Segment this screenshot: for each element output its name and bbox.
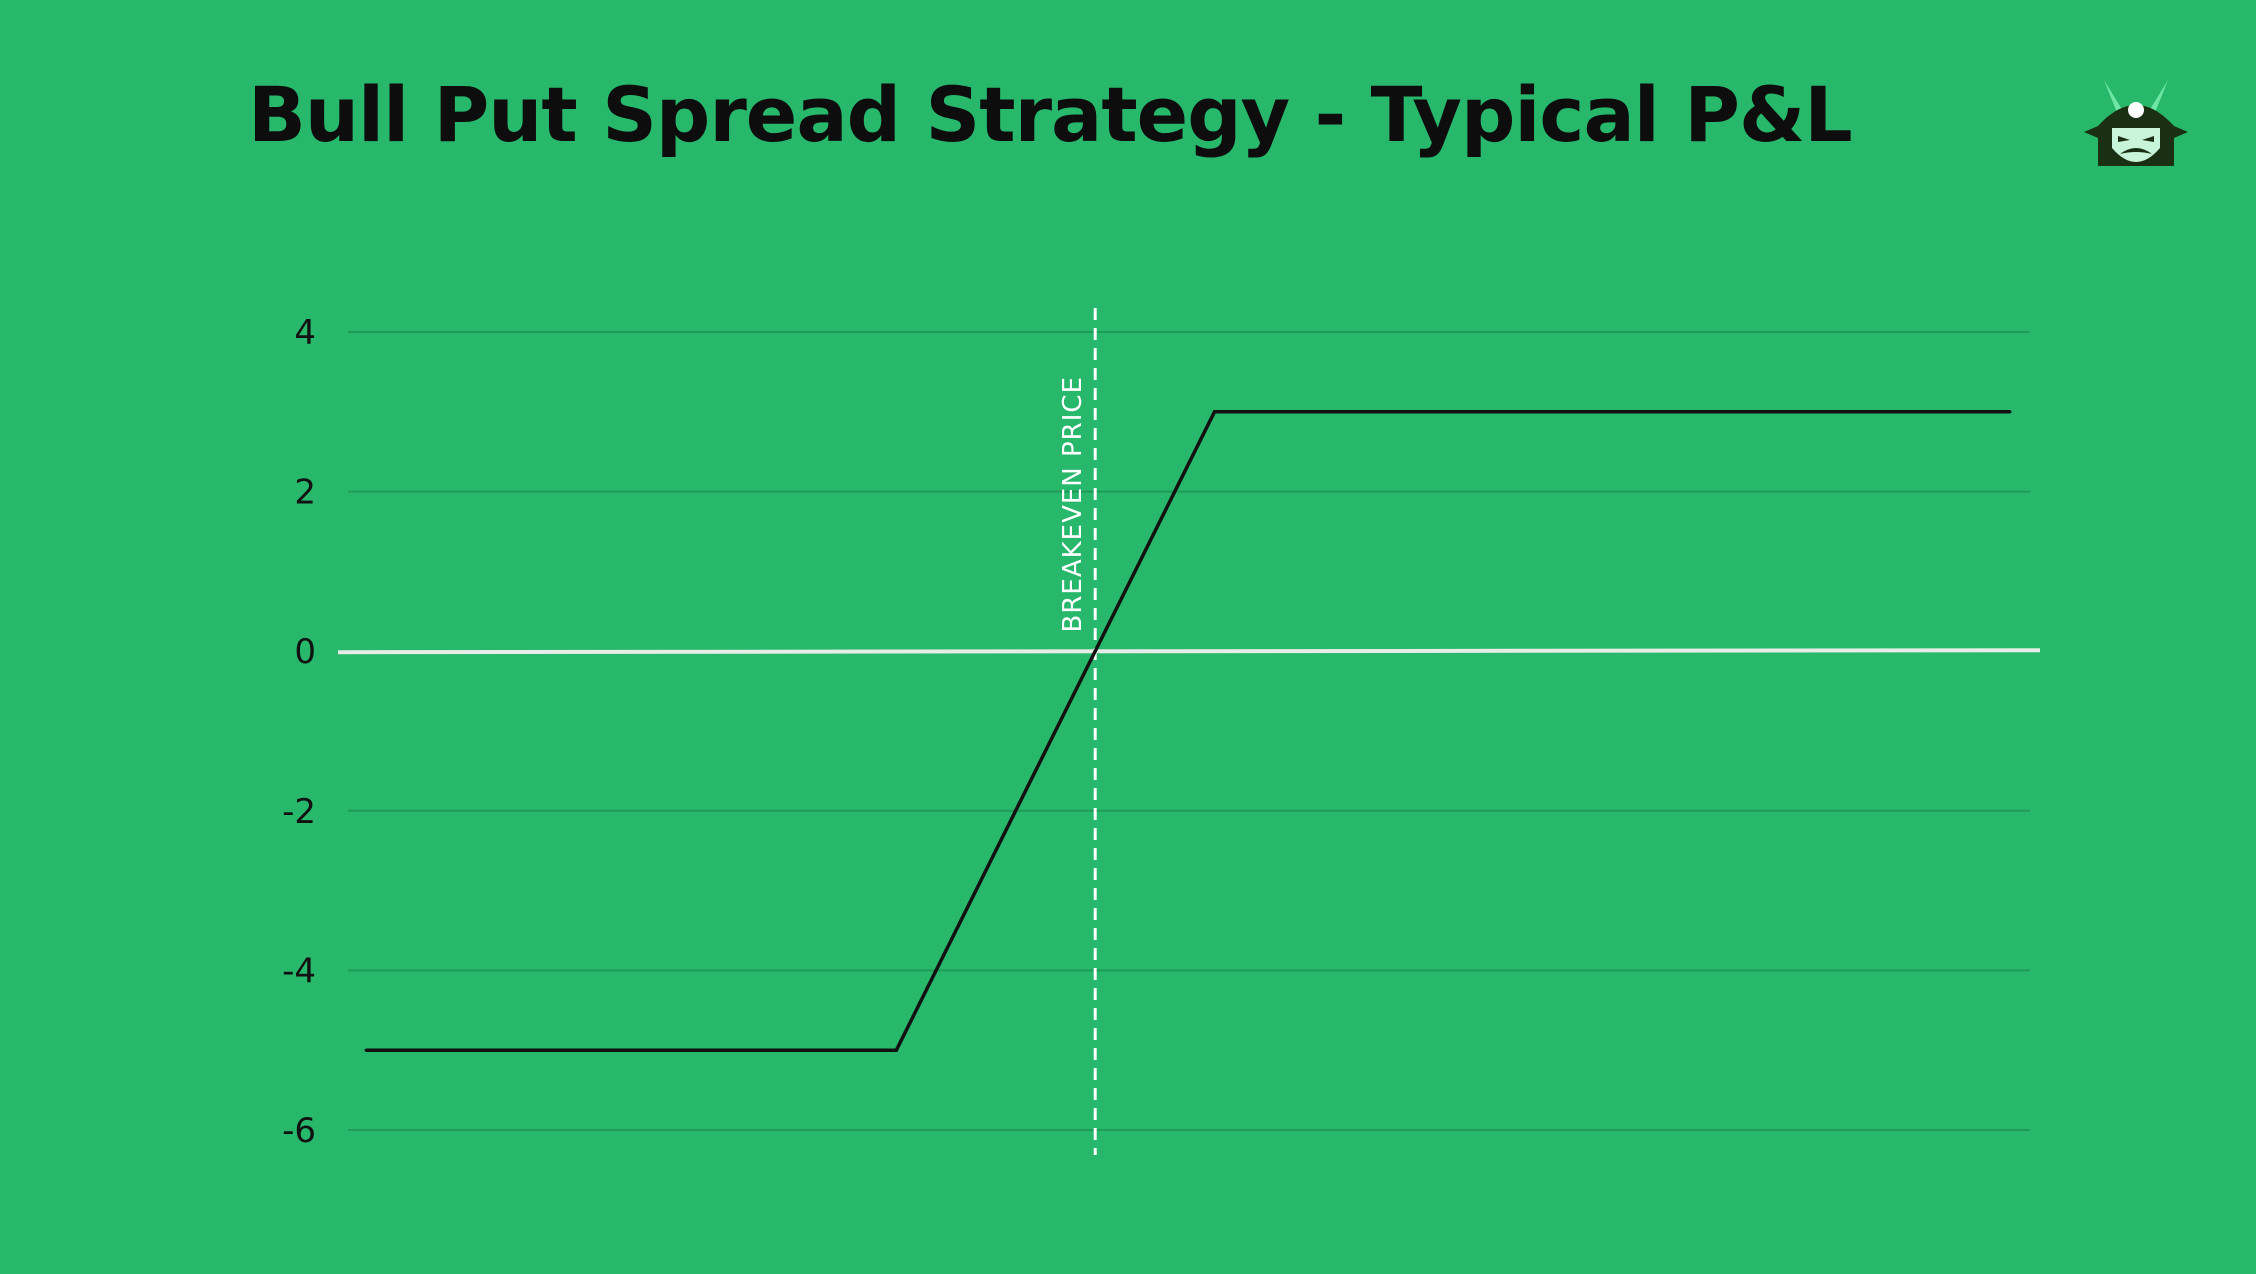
grid-lines [348,331,2030,1131]
pl-data-point [2008,410,2012,414]
y-tick-label: -2 [282,792,316,832]
pl-data-point [1213,410,1217,414]
breakeven-label: BREAKEVEN PRICE [1058,376,1088,633]
logo-crest [2128,102,2144,118]
y-tick-label: 2 [294,473,316,513]
logo-eye-left [2118,136,2130,142]
y-tick-label: 4 [294,313,316,353]
y-tick-label: -4 [282,951,316,991]
y-tick-label: -6 [282,1111,316,1151]
zero-reference-line [337,648,2041,655]
y-tick-label: 0 [294,632,316,672]
reference-lines [337,648,2041,655]
logo-face [2112,128,2160,162]
y-axis-tick-labels: 4 2 0 -2 -4 -6 [282,313,316,1151]
chart-title: Bull Put Spread Strategy - Typical P&L [248,70,1853,159]
logo-mustache [2120,148,2152,154]
annotations: BREAKEVEN PRICE [1058,308,1097,1155]
series-lines [364,410,2012,1052]
samurai-helmet-icon [2084,80,2188,166]
pl-data-point [894,1048,898,1052]
logo-eye-right [2142,136,2154,142]
pl-data-point [364,1048,368,1052]
pl-series-line [366,410,2010,1052]
